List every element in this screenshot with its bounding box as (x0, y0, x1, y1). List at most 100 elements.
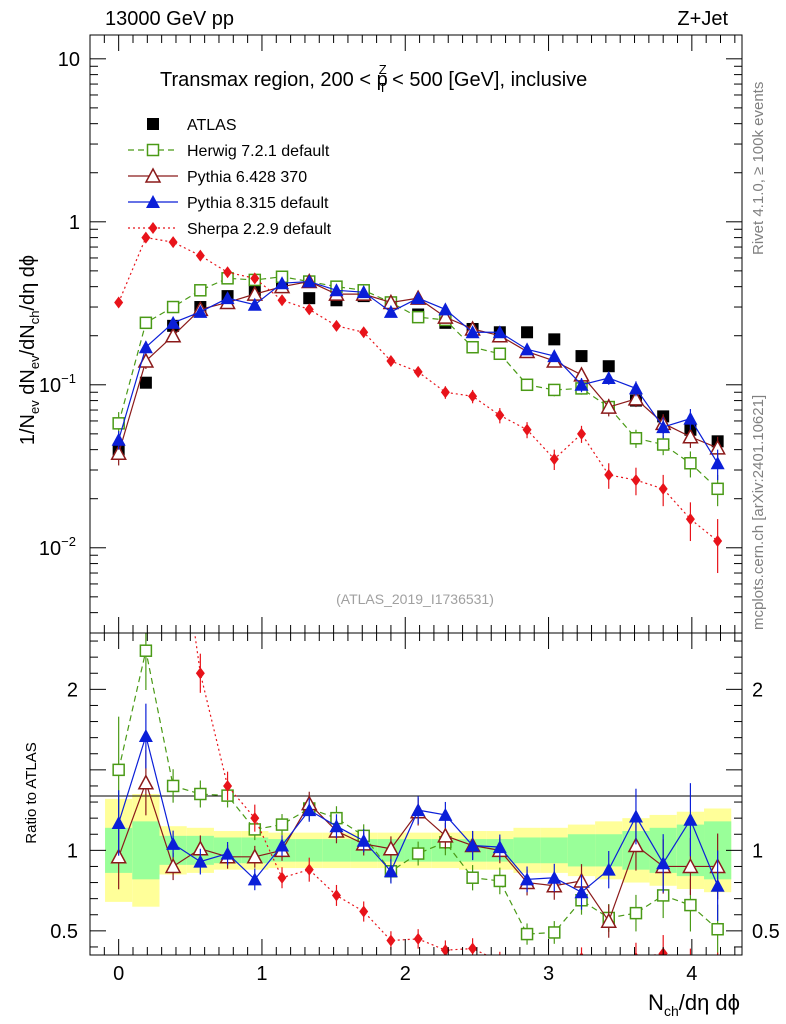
ratio-herwig-7-2-1-default-point (684, 898, 697, 912)
ratio-herwig-7-2-1-default-point (112, 763, 125, 777)
sherpa-2-2-9-default-point (359, 326, 369, 339)
ratio-sherpa-2-2-9-default-point (713, 967, 722, 979)
main-x-ticks (103, 35, 736, 633)
mcplots-label: mcplots.cern.ch [arXiv:2401.10621] (750, 395, 767, 630)
herwig-7-2-1-default-point (194, 284, 207, 297)
herwig-7-2-1-default-point (166, 300, 180, 314)
ratio-pythia-8-315-default-point (383, 864, 398, 878)
ratio-herwig-7-2-1-default-point (629, 906, 643, 920)
ratio-pythia-8-315-default-point (329, 819, 344, 833)
pythia-8-315-default-point (710, 456, 725, 470)
ratio-pythia-8-315-default-point (111, 815, 126, 829)
sherpa-2-2-9-default-point (577, 427, 587, 440)
ratio-pythia-8-315-default-point (438, 807, 453, 821)
ratio-herwig-7-2-1-default-point (194, 787, 207, 801)
sherpa-2-2-9-default-point (168, 236, 178, 249)
ratio-herwig-7-2-1-default-point (139, 644, 153, 657)
sherpa-2-2-9-default-point (195, 249, 205, 262)
sherpa-2-2-9-default-point (141, 231, 151, 244)
ratio-pythia-8-315-default-point (302, 803, 317, 817)
ratio-sherpa-2-2-9-default-point (633, 952, 639, 955)
herwig-7-2-1-default-point (466, 340, 479, 354)
ratio-pythia-6-428-370-point (682, 857, 699, 874)
ratio-band-inner (132, 821, 160, 880)
herwig-7-2-1-default-point (139, 316, 153, 330)
herwig-7-2-1-default-point (493, 347, 507, 361)
ratio-frame (89, 632, 743, 956)
pythia-8-315-default-point (683, 411, 698, 425)
ratio-pythia-8-315-default-point (220, 846, 235, 860)
chart-title: Transmax region, 200 < pZ T < 500 [GeV], … (160, 62, 587, 95)
ratio-band-inner (540, 837, 568, 864)
main-y-ticks: 10 1 10−1 10−2 (39, 49, 742, 634)
pythia-8-315-default-point (411, 291, 426, 305)
main-y-axis-label: 1/Nev dNev/dNch/dη dϕ (17, 255, 42, 445)
ratio-herwig-7-2-1-default-point (411, 847, 425, 860)
sherpa-2-2-9-default-point (495, 409, 505, 422)
atlas-point (548, 333, 561, 346)
ratio-pythia-8-315-default-point (628, 809, 643, 823)
pythia-6-428-370-point (110, 444, 127, 461)
pythia-8-315-default-point (656, 420, 671, 434)
ratio-pythia-6-428-370-point (627, 836, 645, 853)
legend-label-atlas: ATLAS (187, 117, 237, 134)
atlas-point (575, 350, 588, 363)
pythia-8-315-default-point (138, 340, 153, 354)
ratio-y-ticks: 2 2 1 1 0.5 0.5 (50, 640, 780, 948)
atlas-point (602, 360, 615, 373)
herwig-7-2-1-default-point (548, 383, 561, 397)
ratio-pythia-6-428-370-point (437, 827, 454, 843)
ratio-sherpa-2-2-9-default-point (169, 474, 178, 486)
ratio-herwig-7-2-1-default-line (118, 650, 719, 935)
ratio-sherpa-2-2-9-default-point (304, 863, 314, 876)
herwig-7-2-1-default-point (411, 310, 425, 324)
ratio-pythia-6-428-370-point (382, 840, 400, 856)
pythia-6-428-370-point (627, 390, 645, 406)
pythia-6-428-370-point (600, 398, 617, 414)
ratio-band-inner (322, 839, 351, 862)
ratio-x-ticks: 0 1 2 3 4 (103, 633, 736, 985)
ratio-herwig-7-2-1-default-point (520, 927, 534, 941)
sherpa-2-2-9-default-point (440, 386, 450, 399)
herwig-7-2-1-default-point (656, 438, 670, 451)
main-panel: 10 1 10−1 10−2 (39, 34, 743, 634)
ratio-pythia-6-428-370-point (110, 848, 127, 864)
ratio-sherpa-2-2-9-default-point (359, 905, 369, 918)
y-tick-label: 10 (58, 49, 80, 71)
legend-label-sherpa-2-2-9-default: Sherpa 2.2.9 default (187, 221, 332, 238)
ratio-pythia-6-428-370-point (246, 848, 264, 864)
herwig-7-2-1-default-point (112, 417, 125, 430)
atlas-point (521, 326, 534, 339)
ratio-sherpa-2-2-9-default-point (277, 871, 287, 884)
ratio-y-tick-label: 0.5 (50, 921, 78, 943)
ratio-band-inner (567, 834, 596, 867)
pythia-8-315-default-point (465, 325, 480, 339)
pythia-8-315-default-point (302, 274, 317, 288)
process-label: Z+Jet (677, 8, 728, 30)
ratio-pythia-8-315-default-point (492, 840, 507, 854)
ratio-sherpa-2-2-9-default-point (579, 952, 584, 955)
ratio-pythia-8-315-default-point (465, 838, 480, 852)
pythia-6-428-370-point (164, 327, 182, 343)
legend-label-pythia-8-315-default: Pythia 8.315 default (187, 195, 329, 212)
pythia-8-315-default-point (275, 276, 290, 290)
sherpa-2-2-9-default-point (685, 513, 695, 526)
ratio-pythia-8-315-default-point (193, 854, 208, 868)
ratio-sherpa-2-2-9-default-point (250, 812, 260, 825)
herwig-7-2-1-default-point (520, 378, 534, 392)
ratio-herwig-7-2-1-default-point (275, 818, 289, 831)
ratio-pythia-8-315-default-point (138, 729, 153, 743)
pythia-8-315-default-point (193, 304, 208, 318)
main-plot-marks (110, 231, 726, 574)
ratio-pythia-6-428-370-point (600, 912, 617, 928)
ratio-sherpa-2-2-9-default-point (223, 779, 233, 792)
pythia-6-428-370-point (437, 308, 454, 324)
y-tick-label: 10−2 (39, 534, 76, 560)
sherpa-2-2-9-default-point (304, 303, 314, 316)
pythia-8-315-default-point (492, 325, 507, 339)
ratio-pythia-8-315-default-point (275, 838, 290, 852)
ratio-pythia-8-315-default-point (547, 870, 562, 884)
pythia-8-315-default-point (438, 302, 453, 316)
pythia-8-315-default-point (574, 377, 589, 391)
